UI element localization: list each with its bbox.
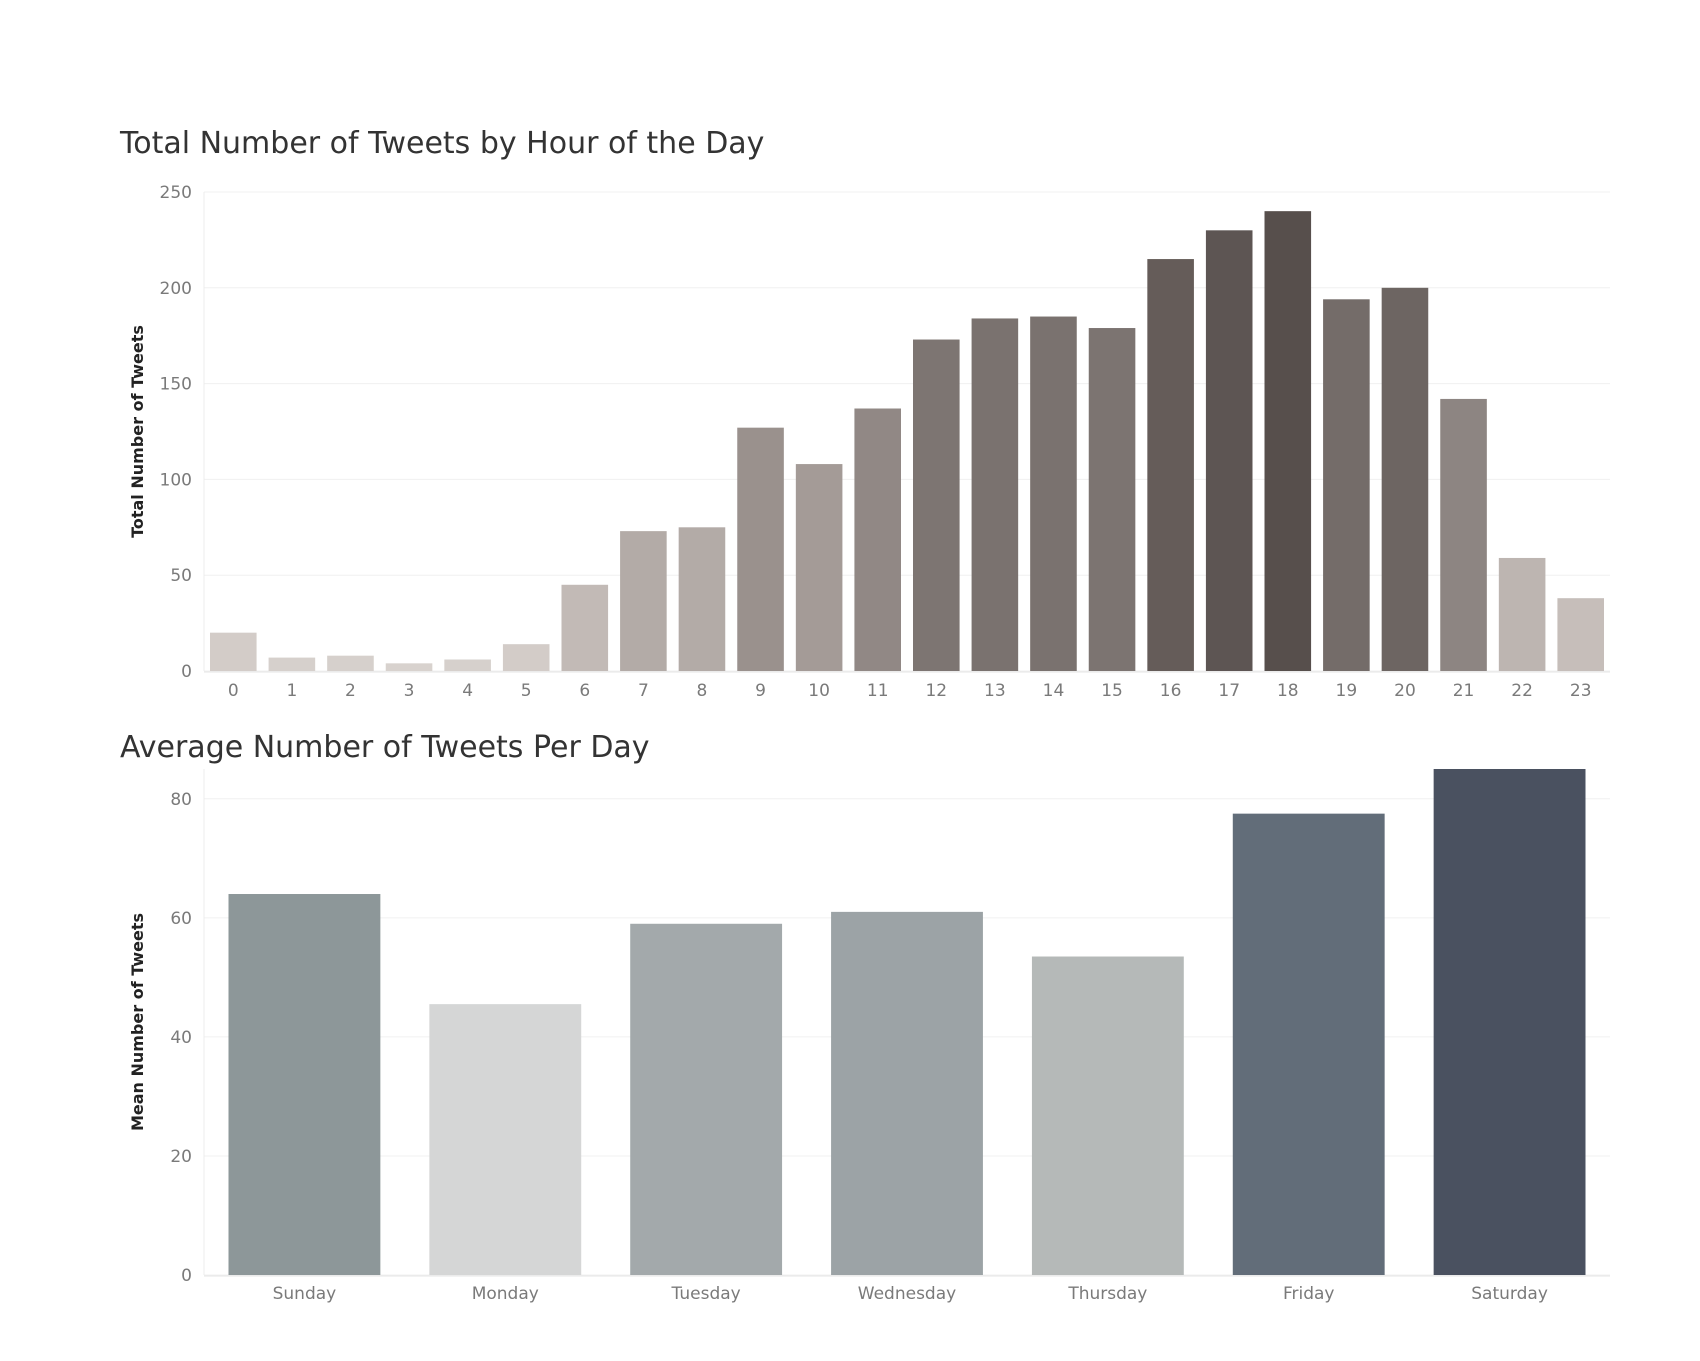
x-tick-label: 4	[462, 681, 473, 701]
x-tick-label: Sunday	[273, 1284, 337, 1304]
x-tick-label: 8	[697, 681, 708, 701]
bar-7[interactable]	[620, 531, 667, 671]
x-tick-label: 22	[1511, 681, 1533, 701]
bar-21[interactable]	[1440, 398, 1487, 671]
bar-2[interactable]	[327, 655, 374, 671]
bar-5[interactable]	[502, 644, 550, 671]
x-tick-label: 1	[286, 681, 297, 701]
bar-22[interactable]	[1498, 557, 1546, 671]
bar-10[interactable]	[795, 464, 843, 671]
bar-13[interactable]	[971, 318, 1019, 671]
bar-9[interactable]	[737, 427, 784, 671]
bar-23[interactable]	[1557, 598, 1604, 671]
x-tick-label: 18	[1277, 681, 1299, 701]
x-tick-label: 17	[1218, 681, 1240, 701]
hourly-tweets-chart: Total Number of Tweets by Hour of the Da…	[0, 108, 1700, 728]
bar-0[interactable]	[210, 632, 257, 671]
bar-Saturday[interactable]	[1433, 769, 1586, 1275]
daily-average-chart: Average Number of Tweets Per Day 0 20 40 60…	[0, 712, 1700, 1312]
bar-14[interactable]	[1030, 316, 1077, 671]
chart-title: Total Number of Tweets by Hour of the Da…	[120, 126, 765, 161]
x-tick-label: Wednesday	[858, 1284, 956, 1304]
chart-title: Average Number of Tweets Per Day	[120, 730, 650, 765]
x-tick-label: Tuesday	[671, 1284, 741, 1304]
x-tick-label: 6	[579, 681, 590, 701]
bar-18[interactable]	[1264, 211, 1312, 671]
bar-4[interactable]	[444, 659, 491, 671]
daily-average-plot: 0 20 40 60 80 Sunday Monday Tuesday Wednesday Thu…	[128, 769, 1610, 1304]
x-tick-label: 23	[1570, 681, 1592, 701]
x-tick-label: 12	[925, 681, 947, 701]
x-tick-label: 0	[228, 681, 239, 701]
bar-17[interactable]	[1205, 230, 1253, 671]
y-axis-title: Total Number of Tweets	[128, 325, 147, 538]
bar-20[interactable]	[1381, 287, 1429, 671]
x-tick-label: 3	[404, 681, 415, 701]
bar-1[interactable]	[268, 657, 316, 671]
y-tick-label: 250	[160, 183, 192, 203]
bar-12[interactable]	[913, 339, 960, 671]
y-axis-title: Mean Number of Tweets	[128, 913, 147, 1131]
y-tick-label: 60	[170, 909, 192, 929]
y-tick-label: 20	[170, 1147, 192, 1167]
bar-16[interactable]	[1147, 259, 1194, 671]
bar-6[interactable]	[561, 584, 609, 671]
y-tick-label: 200	[160, 279, 192, 299]
x-tick-label: 10	[808, 681, 830, 701]
y-tick-label: 80	[170, 790, 192, 810]
x-tick-label: 14	[1043, 681, 1065, 701]
x-tick-label: 9	[755, 681, 766, 701]
y-tick-label: 0	[181, 1266, 192, 1286]
bar-Monday[interactable]	[429, 1004, 582, 1275]
bar-Thursday[interactable]	[1031, 956, 1184, 1275]
bar-11[interactable]	[854, 408, 901, 671]
bar-8[interactable]	[678, 527, 726, 671]
x-tick-label: 19	[1336, 681, 1358, 701]
x-tick-label: Monday	[472, 1284, 539, 1304]
x-tick-label: 15	[1101, 681, 1123, 701]
x-tick-label: 7	[638, 681, 649, 701]
x-tick-label: 5	[521, 681, 532, 701]
x-tick-label: 11	[867, 681, 889, 701]
x-tick-label: Thursday	[1067, 1284, 1147, 1304]
y-tick-label: 100	[160, 470, 192, 490]
y-tick-label: 50	[170, 566, 192, 586]
bar-Tuesday[interactable]	[630, 923, 783, 1275]
x-tick-label: Friday	[1283, 1284, 1335, 1304]
bar-Friday[interactable]	[1232, 813, 1385, 1275]
x-tick-label: 20	[1394, 681, 1416, 701]
x-tick-label: 21	[1453, 681, 1475, 701]
bar-15[interactable]	[1088, 328, 1136, 671]
x-tick-label: 16	[1160, 681, 1182, 701]
x-tick-label: 13	[984, 681, 1006, 701]
x-tick-label: 2	[345, 681, 356, 701]
bar-Wednesday[interactable]	[831, 911, 983, 1275]
bar-Sunday[interactable]	[228, 894, 381, 1275]
bar-19[interactable]	[1323, 299, 1370, 671]
x-tick-label: Saturday	[1471, 1284, 1548, 1304]
y-tick-label: 40	[170, 1028, 192, 1048]
bar-3[interactable]	[385, 663, 433, 671]
y-tick-label: 150	[160, 375, 192, 395]
y-tick-label: 0	[181, 662, 192, 682]
